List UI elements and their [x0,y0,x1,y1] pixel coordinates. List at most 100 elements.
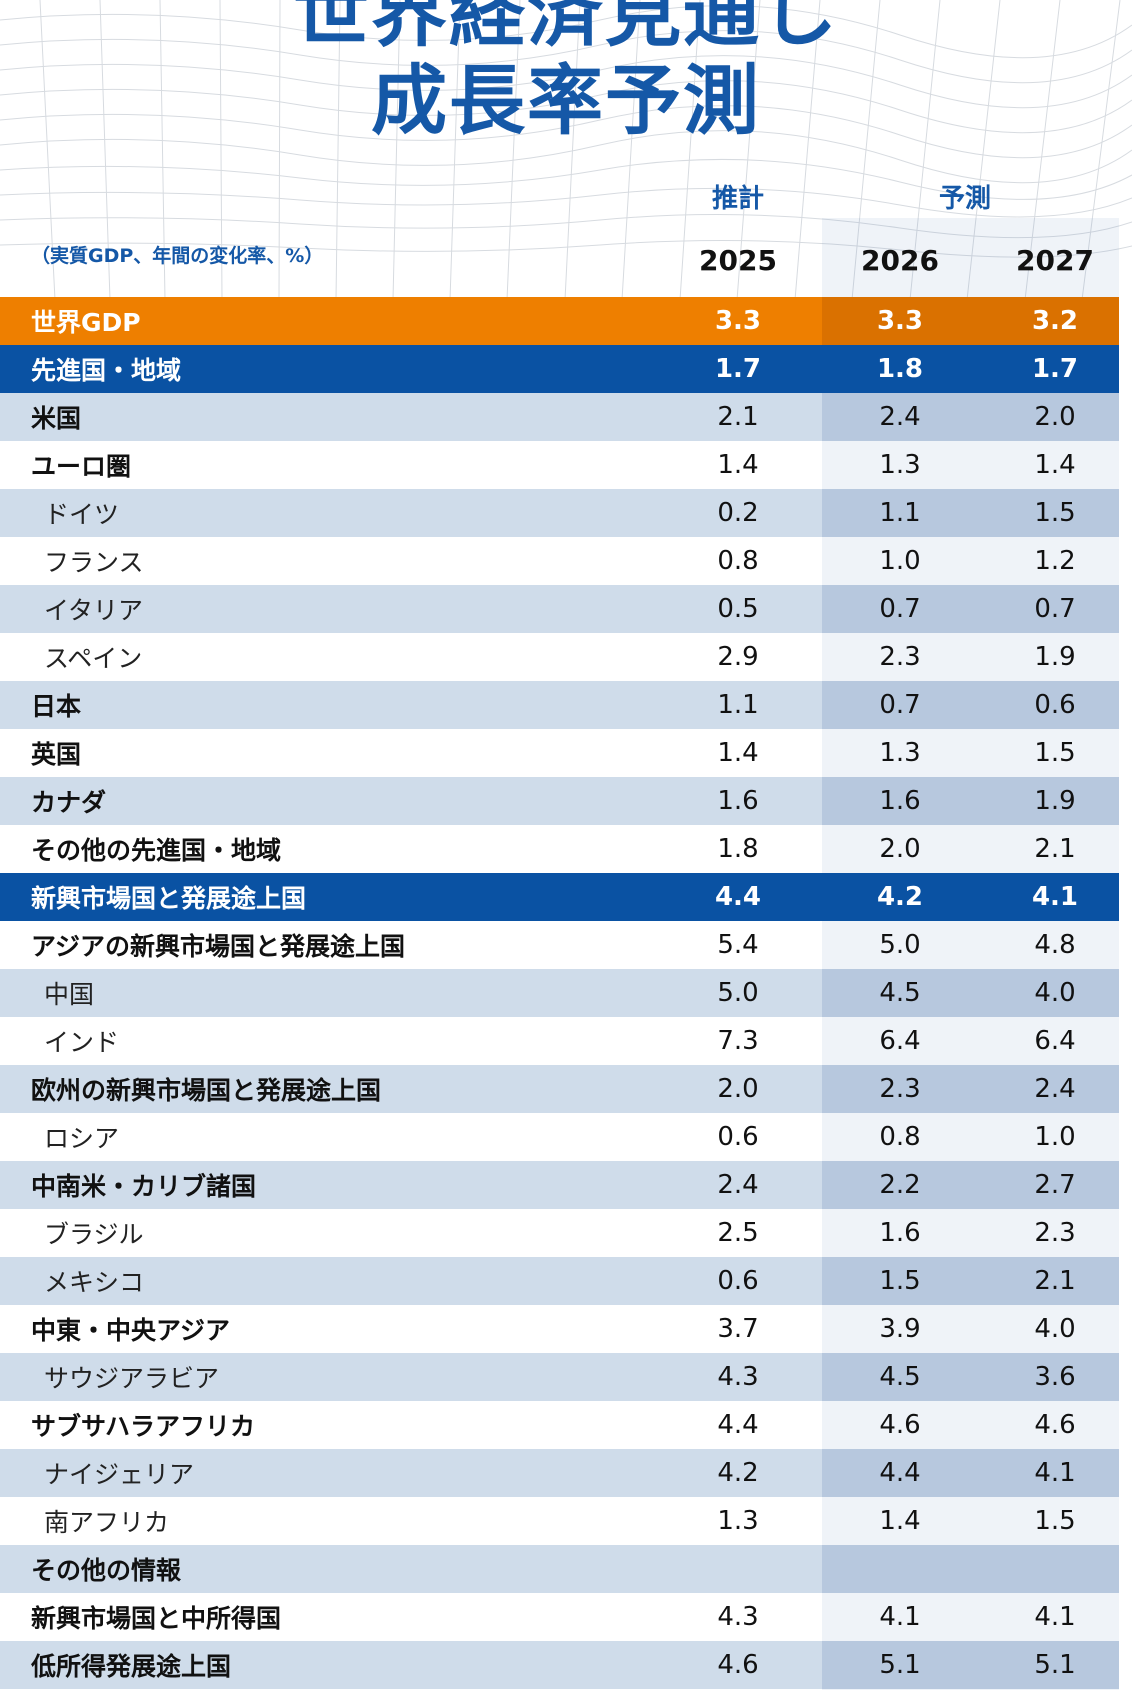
forecast-cell-shade [822,1257,1119,1305]
row-label: ブラジル [44,1220,144,1249]
value-2027: 4.0 [1034,978,1076,1008]
table-row: イタリア 0.5 0.7 0.7 [0,585,1119,633]
table-row: その他の先進国・地域 1.8 2.0 2.1 [0,825,1119,873]
value-2027: 4.1 [1034,1602,1076,1632]
value-2027: 1.7 [1031,354,1079,384]
forecast-cell-shade [822,1545,1119,1593]
table-row: アジアの新興市場国と発展途上国 5.4 5.0 4.8 [0,921,1119,969]
value-2025: 4.6 [717,1650,759,1680]
value-2025: 0.6 [717,1266,759,1296]
value-2027: 2.4 [1034,1074,1076,1104]
value-2026: 0.7 [879,690,921,720]
forecast-cell-shade [822,585,1119,633]
value-2027: 1.4 [1034,450,1076,480]
value-2025: 0.5 [717,594,759,624]
value-2025: 4.4 [717,1410,759,1440]
row-label: ドイツ [44,500,120,529]
value-2026: 4.2 [876,882,924,912]
value-2026: 0.7 [879,594,921,624]
forecast-cell-shade [822,393,1119,441]
value-2025: 2.1 [717,402,759,432]
forecast-cell-shade [822,1641,1119,1689]
table-row: 世界GDP 3.3 3.3 3.2 [0,297,1119,345]
value-2026: 4.4 [879,1458,921,1488]
year-2027-header: 2027 [1016,244,1094,277]
table-row: 欧州の新興市場国と発展途上国 2.0 2.3 2.4 [0,1065,1119,1113]
table-row: ナイジェリア 4.2 4.4 4.1 [0,1449,1119,1497]
forecast-cell-shade [822,681,1119,729]
forecast-cell-shade [822,777,1119,825]
table-row: ブラジル 2.5 1.6 2.3 [0,1209,1119,1257]
value-2027: 0.7 [1034,594,1076,624]
value-2026: 4.6 [879,1410,921,1440]
value-2027: 1.0 [1034,1122,1076,1152]
row-label: 新興市場国と中所得国 [31,1604,282,1633]
value-2027: 1.5 [1034,498,1076,528]
value-2026: 1.6 [879,1218,921,1248]
value-2025: 2.9 [717,642,759,672]
table-row: インド 7.3 6.4 6.4 [0,1017,1119,1065]
value-2025: 4.2 [717,1458,759,1488]
forecast-column-shade [822,218,1119,1690]
value-2025: 1.7 [714,354,762,384]
value-2026: 1.3 [879,738,921,768]
value-2025: 5.4 [717,930,759,960]
value-2026: 5.0 [879,930,921,960]
row-label: 英国 [31,740,82,769]
row-label: 米国 [31,404,82,433]
year-2026-header: 2026 [861,244,939,277]
row-label: 世界GDP [31,308,141,337]
value-2026: 1.0 [879,546,921,576]
value-2026: 1.6 [879,786,921,816]
row-label: 欧州の新興市場国と発展途上国 [31,1076,382,1105]
value-2026: 2.0 [879,834,921,864]
value-2027: 4.8 [1034,930,1076,960]
value-2025: 2.0 [717,1074,759,1104]
row-label: その他の情報 [31,1556,182,1585]
value-2027: 4.1 [1034,1458,1076,1488]
estimate-label: 推計 [711,184,764,214]
table-row: 新興市場国と発展途上国 4.4 4.2 4.1 [0,873,1119,921]
table-row: 南アフリカ 1.3 1.4 1.5 [0,1497,1119,1545]
value-2025: 1.4 [717,450,759,480]
value-2025: 1.4 [717,738,759,768]
row-label: 中国 [44,980,95,1009]
table-row: 中国 5.0 4.5 4.0 [0,969,1119,1017]
value-2026: 1.3 [879,450,921,480]
value-2025: 1.1 [717,690,759,720]
row-label: インド [44,1028,120,1057]
value-2026: 2.2 [879,1170,921,1200]
value-2026: 2.3 [879,642,921,672]
units-note: （実質GDP、年間の変化率、%） [31,245,324,267]
value-2025: 4.4 [714,882,762,912]
table-row: 米国 2.1 2.4 2.0 [0,393,1119,441]
value-2027: 2.3 [1034,1218,1076,1248]
table-row: 英国 1.4 1.3 1.5 [0,729,1119,777]
table-row: ユーロ圏 1.4 1.3 1.4 [0,441,1119,489]
value-2027: 1.9 [1034,642,1076,672]
table-row: 中南米・カリブ諸国 2.4 2.2 2.7 [0,1161,1119,1209]
row-label: スペイン [44,644,143,673]
page-title-line2: 成長率予測 [371,56,761,145]
value-2026: 6.4 [879,1026,921,1056]
value-2027: 6.4 [1034,1026,1076,1056]
value-2027: 1.9 [1034,786,1076,816]
value-2027: 2.7 [1034,1170,1076,1200]
value-2026: 1.4 [879,1506,921,1536]
forecast-cell-shade [822,1449,1119,1497]
year-2025-header: 2025 [699,244,777,277]
page-title-line1: 世界経済見通し [293,0,839,57]
value-2025: 1.3 [717,1506,759,1536]
table-row: 先進国・地域 1.7 1.8 1.7 [0,345,1119,393]
row-label: 日本 [31,692,82,721]
table-row: その他の情報 [0,1545,1119,1593]
value-2027: 4.1 [1031,882,1079,912]
row-label: 新興市場国と発展途上国 [31,884,307,913]
table-row: 日本 1.1 0.7 0.6 [0,681,1119,729]
value-2027: 2.0 [1034,402,1076,432]
value-2026: 0.8 [879,1122,921,1152]
value-2025: 0.6 [717,1122,759,1152]
value-2026: 1.8 [876,354,924,384]
value-2026: 1.5 [879,1266,921,1296]
value-2026: 4.5 [879,1362,921,1392]
